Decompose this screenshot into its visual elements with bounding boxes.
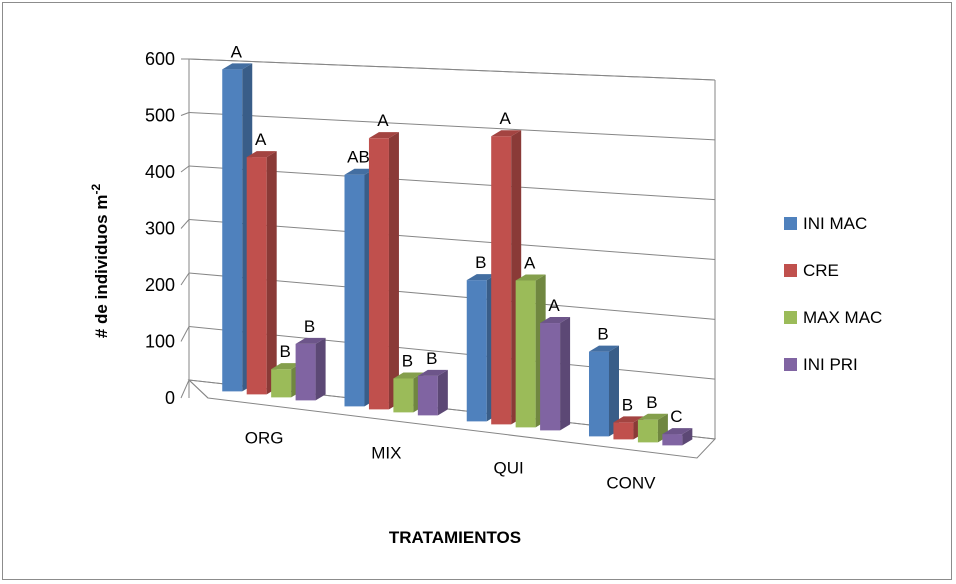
legend: INI MAC CRE MAX MAC INI PRI <box>784 214 882 374</box>
significance-label: B <box>402 351 413 370</box>
legend-swatch <box>784 311 797 324</box>
y-tick-label: 100 <box>145 332 175 352</box>
bar <box>662 428 693 446</box>
bar <box>246 151 277 395</box>
legend-label: MAX MAC <box>803 308 882 327</box>
category-label: ORG <box>245 429 284 448</box>
significance-label: B <box>279 342 290 361</box>
bar <box>222 63 253 392</box>
legend-item: INI MAC <box>784 214 867 233</box>
bar <box>540 317 571 431</box>
category-label: CONV <box>606 474 656 493</box>
legend-swatch <box>784 217 797 230</box>
legend-swatch <box>784 264 797 277</box>
y-tick-label: 400 <box>145 162 175 182</box>
legend-item: MAX MAC <box>784 308 882 327</box>
y-tick-label: 300 <box>145 219 175 239</box>
significance-label: A <box>548 296 560 315</box>
y-tick-label: 600 <box>145 49 175 69</box>
legend-label: INI PRI <box>803 355 858 374</box>
bar <box>368 132 399 410</box>
bar <box>295 337 326 401</box>
legend-label: INI MAC <box>803 214 867 233</box>
significance-label: A <box>377 111 389 130</box>
y-axis-title-text: # de individuos m <box>92 195 111 339</box>
legend-item: CRE <box>784 261 839 280</box>
bar <box>417 369 448 416</box>
legend-swatch <box>784 358 797 371</box>
x-axis-title: TRATAMIENTOS <box>389 528 521 547</box>
significance-label: A <box>524 253 536 272</box>
category-labels: ORG MIX QUI CONV <box>245 429 656 493</box>
y-axis-title-superscript: -2 <box>89 184 103 195</box>
significance-label: B <box>622 395 633 414</box>
category-label: MIX <box>371 444 401 463</box>
legend-label: CRE <box>803 261 839 280</box>
significance-label: A <box>500 109 512 128</box>
y-tick-label: 0 <box>165 388 175 408</box>
bar <box>588 345 619 437</box>
y-tick-label: 500 <box>145 106 175 126</box>
y-tick-label: 200 <box>145 275 175 295</box>
y-tick-labels: 600 500 400 300 200 100 0 <box>145 49 175 408</box>
significance-label: A <box>231 42 243 61</box>
significance-label: B <box>304 317 315 336</box>
significance-label: AB <box>347 148 370 167</box>
significance-label: C <box>670 407 682 426</box>
y-axis-title: # de individuos m-2 <box>89 184 111 339</box>
bars <box>222 63 693 446</box>
significance-label: A <box>255 130 267 149</box>
significance-label: B <box>475 253 486 272</box>
significance-label: B <box>597 325 608 344</box>
significance-label: B <box>646 393 657 412</box>
category-label: QUI <box>494 459 524 478</box>
legend-item: INI PRI <box>784 355 858 374</box>
bar <box>637 413 668 443</box>
significance-label: B <box>426 349 437 368</box>
